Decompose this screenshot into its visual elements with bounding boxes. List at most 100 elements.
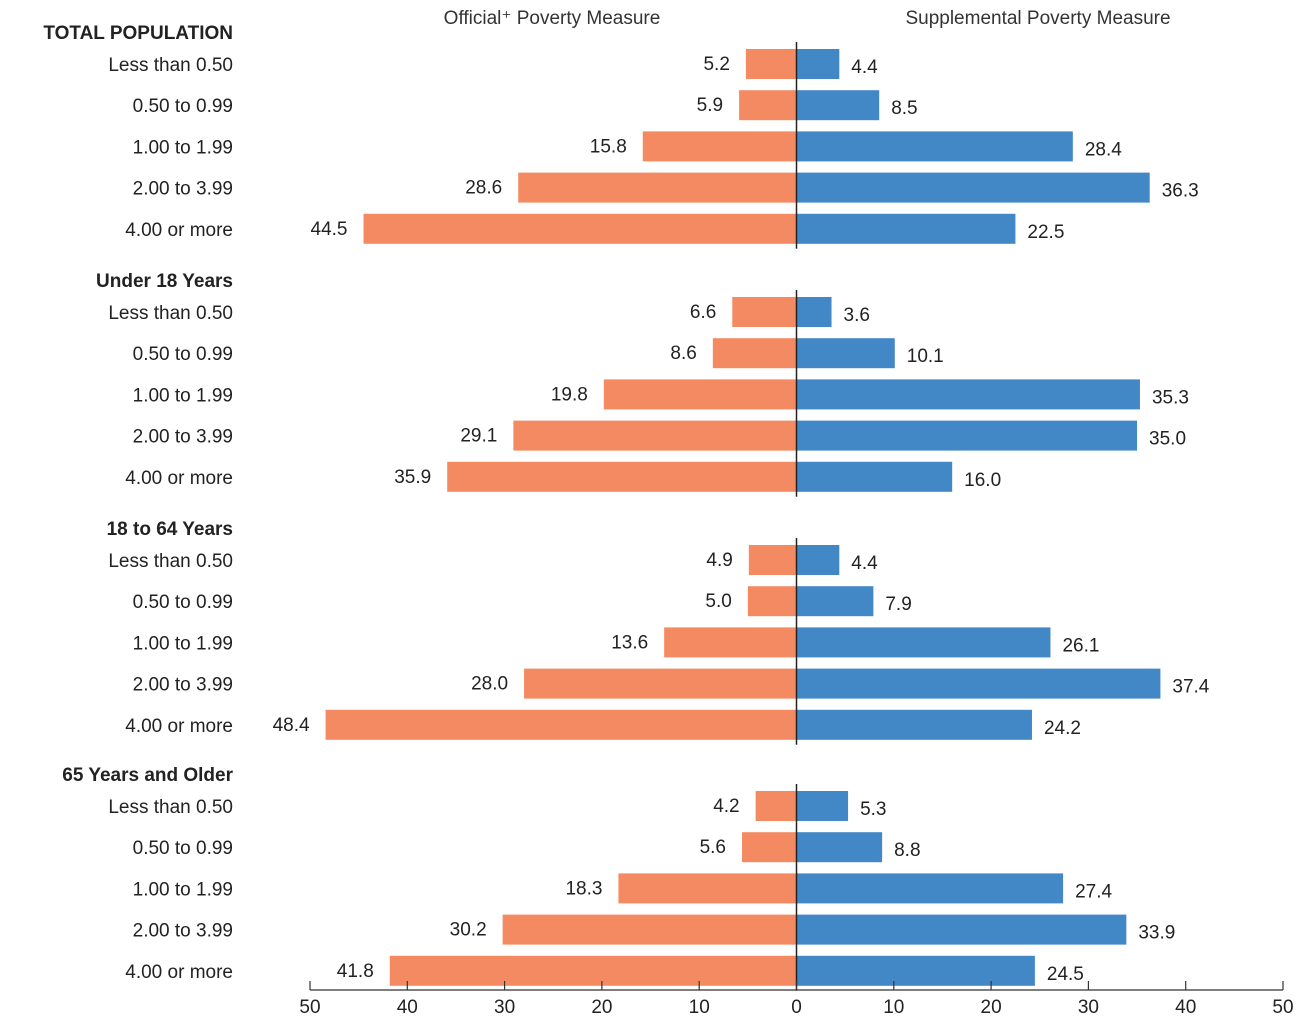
supplemental-value-label: 24.2 <box>1044 718 1081 739</box>
official-value-label: 8.6 <box>670 343 696 364</box>
bar-row: 1.00 to 1.99 15.8 28.4 <box>133 131 1122 162</box>
supplemental-bar <box>796 420 1138 451</box>
bar-row: 4.00 or more 44.5 22.5 <box>125 213 1064 244</box>
supplemental-bar <box>796 213 1016 244</box>
bar-row: 1.00 to 1.99 19.8 35.3 <box>133 379 1189 410</box>
x-tick-label: 30 <box>494 997 515 1018</box>
group-title: 65 Years and Older <box>62 765 233 786</box>
category-label: 2.00 to 3.99 <box>133 921 233 942</box>
supplemental-value-label: 3.6 <box>844 305 870 326</box>
supplemental-value-label: 16.0 <box>964 470 1001 491</box>
supplemental-value-label: 22.5 <box>1027 222 1064 243</box>
x-axis: 50 40 30 20 10 0 10 20 30 40 50 <box>299 981 1294 1018</box>
supplemental-value-label: 35.3 <box>1152 387 1189 408</box>
official-value-label: 15.8 <box>590 136 627 157</box>
official-bar <box>363 213 797 244</box>
supplemental-bar <box>796 627 1051 658</box>
category-label: 1.00 to 1.99 <box>133 385 233 406</box>
bar-row: 2.00 to 3.99 30.2 33.9 <box>133 914 1175 945</box>
category-label: 0.50 to 0.99 <box>133 838 233 859</box>
official-value-label: 48.4 <box>273 715 310 736</box>
official-value-label: 29.1 <box>460 426 497 447</box>
supplemental-value-label: 24.5 <box>1047 964 1084 985</box>
bar-row: 2.00 to 3.99 29.1 35.0 <box>133 420 1186 451</box>
bar-row: 4.00 or more 35.9 16.0 <box>125 461 1001 492</box>
category-label: 0.50 to 0.99 <box>133 592 233 613</box>
group-0: TOTAL POPULATION Less than 0.50 5.2 4.4 0.50… <box>43 23 1199 249</box>
bar-row: 4.00 or more 41.8 24.5 <box>125 955 1084 986</box>
x-tick-label: 30 <box>1078 997 1099 1018</box>
category-label: 0.50 to 0.99 <box>133 344 233 365</box>
bar-row: 0.50 to 0.99 8.6 10.1 <box>133 338 944 369</box>
bar-row: Less than 0.50 4.2 5.3 <box>108 791 886 821</box>
supplemental-bar <box>796 297 832 327</box>
supplemental-bar <box>796 832 883 863</box>
category-label: 1.00 to 1.99 <box>133 137 233 158</box>
supplemental-value-label: 28.4 <box>1085 139 1122 160</box>
official-bar <box>742 832 797 863</box>
supplemental-bar <box>796 461 953 492</box>
supplemental-bar <box>796 955 1035 986</box>
official-value-label: 5.9 <box>697 95 723 116</box>
supplemental-bar <box>796 379 1140 410</box>
category-label: Less than 0.50 <box>108 303 233 324</box>
bar-row: 4.00 or more 48.4 24.2 <box>125 709 1081 740</box>
official-bar <box>618 873 797 904</box>
official-value-label: 44.5 <box>311 219 348 240</box>
supplemental-bar <box>796 791 849 821</box>
supplemental-value-label: 8.8 <box>894 840 920 861</box>
supplemental-bar <box>796 586 874 617</box>
official-bar <box>502 914 797 945</box>
category-label: 0.50 to 0.99 <box>133 96 233 117</box>
official-value-label: 19.8 <box>551 384 588 405</box>
official-bar <box>732 297 797 327</box>
x-tick-label: 0 <box>791 997 802 1018</box>
supplemental-value-label: 35.0 <box>1149 429 1186 450</box>
supplemental-value-label: 10.1 <box>907 346 944 367</box>
bar-row: 2.00 to 3.99 28.6 36.3 <box>133 172 1199 203</box>
category-label: 2.00 to 3.99 <box>133 675 233 696</box>
official-value-label: 28.6 <box>465 178 502 199</box>
official-value-label: 4.2 <box>713 796 739 817</box>
official-bar <box>603 379 797 410</box>
official-bar <box>642 131 797 162</box>
supplemental-bar <box>796 90 880 121</box>
official-bar <box>745 49 797 79</box>
official-bar <box>518 172 797 203</box>
official-value-label: 41.8 <box>337 961 374 982</box>
official-value-label: 5.6 <box>700 837 726 858</box>
official-bar <box>513 420 797 451</box>
group-2: 18 to 64 Years Less than 0.50 4.9 4.4 0.50 t… <box>107 519 1210 745</box>
official-bar <box>389 955 797 986</box>
supplemental-bar <box>796 131 1073 162</box>
official-bar <box>747 586 797 617</box>
official-bar <box>755 791 797 821</box>
group-title: TOTAL POPULATION <box>43 23 233 44</box>
group-1: Under 18 Years Less than 0.50 6.6 3.6 0.50 t… <box>96 271 1189 497</box>
supplemental-bar <box>796 545 840 575</box>
x-tick-label: 50 <box>1272 997 1293 1018</box>
category-label: 4.00 or more <box>125 716 233 737</box>
supplemental-value-label: 4.4 <box>851 553 878 574</box>
official-value-label: 4.9 <box>706 550 732 571</box>
x-tick-label: 20 <box>981 997 1002 1018</box>
group-3: 65 Years and Older Less than 0.50 4.2 5.3 0.… <box>62 765 1175 991</box>
bar-row: Less than 0.50 5.2 4.4 <box>108 49 878 79</box>
official-value-label: 28.0 <box>471 674 508 695</box>
category-label: 2.00 to 3.99 <box>133 179 233 200</box>
bar-row: Less than 0.50 6.6 3.6 <box>108 297 870 327</box>
supplemental-value-label: 27.4 <box>1075 881 1112 902</box>
bar-row: 0.50 to 0.99 5.9 8.5 <box>133 90 918 121</box>
supplemental-bar <box>796 873 1064 904</box>
supplemental-bar <box>796 914 1127 945</box>
official-bar <box>325 709 797 740</box>
official-value-label: 35.9 <box>394 467 431 488</box>
supplemental-bar <box>796 338 895 369</box>
bar-row: 0.50 to 0.99 5.6 8.8 <box>133 832 921 863</box>
bar-groups: TOTAL POPULATION Less than 0.50 5.2 4.4 0.50… <box>43 23 1210 991</box>
official-bar <box>712 338 797 369</box>
supplemental-value-label: 8.5 <box>891 98 917 119</box>
supplemental-value-label: 37.4 <box>1172 677 1209 698</box>
supplemental-value-label: 33.9 <box>1138 923 1175 944</box>
